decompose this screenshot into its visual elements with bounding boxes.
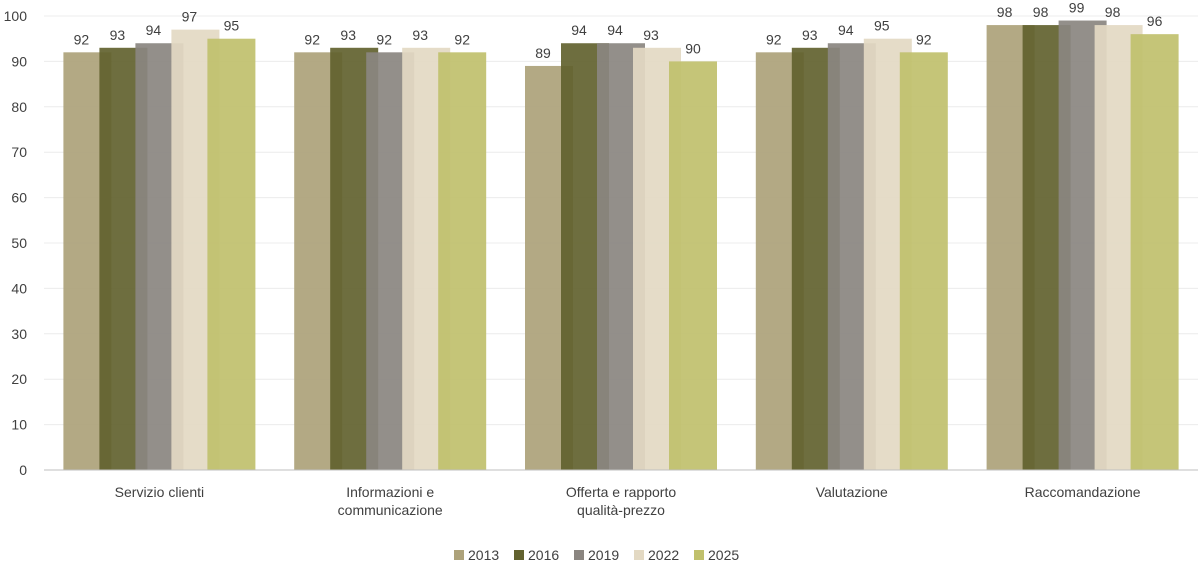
data-label: 94 bbox=[146, 22, 162, 38]
bars bbox=[63, 20, 1179, 471]
data-label: 92 bbox=[454, 31, 470, 47]
data-label: 92 bbox=[304, 31, 320, 47]
y-tick-label: 70 bbox=[11, 144, 27, 160]
x-tick-label: Servizio clienti bbox=[115, 484, 204, 500]
x-tick-label-line: Offerta e rapporto bbox=[566, 484, 676, 500]
legend-label: 2016 bbox=[528, 547, 559, 563]
y-tick-label: 20 bbox=[11, 371, 27, 387]
bar-2025 bbox=[207, 38, 256, 470]
data-label: 95 bbox=[874, 18, 890, 34]
data-label: 93 bbox=[802, 27, 818, 43]
axes: 0 10 20 30 40 50 60 70 80 90 100 92 93 94 97 95 Servizio… bbox=[4, 0, 1198, 518]
y-tick-label: 40 bbox=[11, 280, 27, 296]
bar-2025 bbox=[669, 61, 717, 471]
y-tick-label: 10 bbox=[11, 417, 27, 433]
data-label: 97 bbox=[182, 9, 198, 25]
data-label: 95 bbox=[224, 18, 240, 34]
data-label: 93 bbox=[643, 27, 659, 43]
data-label: 90 bbox=[685, 40, 701, 56]
bar-2025 bbox=[438, 52, 487, 470]
x-tick-label: Informazioni e communicazione bbox=[338, 484, 443, 518]
data-label: 98 bbox=[997, 4, 1013, 20]
data-label: 92 bbox=[766, 31, 782, 47]
x-tick-label-line: Informazioni e bbox=[346, 484, 434, 500]
legend-swatch bbox=[634, 550, 644, 560]
y-tick-label: 60 bbox=[11, 190, 27, 206]
data-label: 94 bbox=[838, 22, 854, 38]
x-tick-label-line: Raccomandazione bbox=[1025, 484, 1141, 500]
y-tick-label: 0 bbox=[19, 462, 27, 478]
data-label: 99 bbox=[1069, 0, 1085, 16]
x-tick-label-line: communicazione bbox=[338, 502, 443, 518]
data-label: 92 bbox=[74, 31, 90, 47]
y-tick-label: 50 bbox=[11, 235, 27, 251]
data-label: 94 bbox=[571, 22, 587, 38]
data-label: 96 bbox=[1147, 13, 1163, 29]
data-label: 92 bbox=[916, 31, 932, 47]
data-label: 94 bbox=[607, 22, 623, 38]
x-tick-label-line: Valutazione bbox=[816, 484, 888, 500]
legend-swatch bbox=[574, 550, 584, 560]
data-label: 98 bbox=[1033, 4, 1049, 20]
legend-label: 2022 bbox=[648, 547, 679, 563]
bar-2025 bbox=[899, 52, 948, 470]
legend-label: 2025 bbox=[708, 547, 739, 563]
y-tick-label: 90 bbox=[11, 53, 27, 69]
data-label: 98 bbox=[1105, 4, 1121, 20]
legend-swatch bbox=[454, 550, 464, 560]
x-tick-label: Offerta e rapporto qualità-prezzo bbox=[566, 484, 676, 518]
legend: 2013 2016 2019 2022 2025 bbox=[454, 547, 739, 563]
x-tick-label: Raccomandazione bbox=[1025, 484, 1141, 500]
legend-label: 2013 bbox=[468, 547, 499, 563]
legend-swatch bbox=[694, 550, 704, 560]
y-tick-label: 100 bbox=[4, 8, 28, 24]
legend-label: 2019 bbox=[588, 547, 619, 563]
data-label: 93 bbox=[412, 27, 428, 43]
y-tick-label: 30 bbox=[11, 326, 27, 342]
x-tick-label-line: Servizio clienti bbox=[115, 484, 204, 500]
bar-2025 bbox=[1130, 34, 1179, 470]
x-tick-label: Valutazione bbox=[816, 484, 888, 500]
x-tick-label-line: qualità-prezzo bbox=[577, 502, 665, 518]
y-tick-label: 80 bbox=[11, 99, 27, 115]
data-label: 89 bbox=[535, 45, 551, 61]
legend-swatch bbox=[514, 550, 524, 560]
data-label: 93 bbox=[110, 27, 126, 43]
data-label: 93 bbox=[340, 27, 356, 43]
data-label: 92 bbox=[376, 31, 392, 47]
